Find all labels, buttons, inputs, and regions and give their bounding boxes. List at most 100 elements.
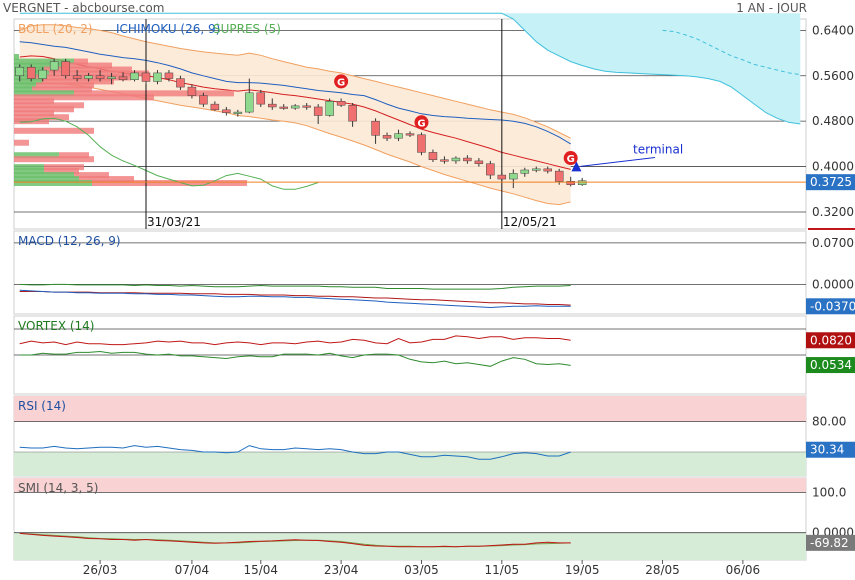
candle-body	[313, 106, 323, 116]
x-tick-label: 11/05	[485, 563, 520, 577]
macd-line	[19, 289, 571, 309]
rsi-last-value: 30.34	[810, 443, 844, 457]
candle-body	[153, 72, 162, 82]
volume-profile-bar-green	[14, 152, 59, 159]
rsi-line	[19, 445, 571, 460]
legend-entry: ICHIMOKU (26, 9)	[116, 22, 220, 36]
x-tick-label: 15/04	[243, 563, 278, 577]
rsi-overbought-zone	[14, 396, 806, 422]
volume-profile-bar-green	[14, 180, 92, 187]
signal-marker	[414, 115, 429, 130]
volume-profile-bar-green	[14, 90, 74, 97]
candle-body	[394, 133, 403, 139]
x-tick-label: 23/04	[324, 563, 359, 577]
volume-profile-bar-red	[36, 74, 131, 81]
ichimoku-cloud-edge	[19, 12, 801, 125]
rsi-last-value-box	[806, 441, 855, 458]
candle-body	[486, 163, 495, 176]
rsi-tick-label: 80.00	[812, 415, 846, 429]
candle-body	[268, 103, 277, 108]
volume-profile-bar-green	[14, 62, 62, 69]
price-axis-marker	[808, 228, 855, 230]
macd-last-value-box	[806, 298, 855, 315]
macd-tick-label: 0.0000	[812, 277, 854, 291]
supres-line	[19, 117, 319, 190]
signal-marker	[563, 151, 578, 166]
panel-frame-1	[13, 230, 807, 315]
candle-body	[290, 105, 300, 109]
volume-profile-bar-green	[14, 176, 79, 183]
candle-body	[325, 101, 334, 116]
ichimoku-cloud	[19, 13, 801, 124]
candle-body	[222, 109, 231, 113]
ichimoku-cloud-dashed	[662, 29, 801, 76]
candle-body	[176, 78, 185, 88]
event-date-label: 31/03/21	[147, 215, 201, 229]
candle-body	[532, 168, 541, 171]
vortex-plus-line	[19, 335, 571, 346]
smi-last-value-box	[806, 534, 855, 551]
candle-body	[95, 75, 105, 79]
volume-profile-bar-green	[14, 164, 44, 171]
arrow-marker	[571, 161, 582, 172]
ichimoku-kijun-line	[19, 41, 571, 145]
smi-overbought-zone	[14, 478, 806, 493]
volume-profile-bar-red	[14, 156, 94, 163]
candle-body	[107, 76, 116, 79]
volume-profile-bar-red	[14, 102, 84, 109]
volume-profile-bar-red	[44, 66, 132, 73]
vortex-plus-last-value: 0.0820	[810, 333, 852, 347]
candle-body	[118, 76, 128, 80]
volume-profile-bar-red	[74, 90, 234, 97]
macd-signal-line	[19, 291, 571, 306]
volume-profile-bar-green	[14, 54, 19, 61]
volume-profile-bar-red	[92, 180, 247, 187]
x-tick-label: 03/05	[404, 563, 439, 577]
volume-profile-bar-red	[14, 139, 29, 146]
last-price-label: 0.3725	[810, 175, 852, 189]
price-tick-label: 0.5600	[812, 69, 854, 83]
candle-body	[279, 106, 288, 109]
candle-body	[371, 120, 380, 136]
arrow-label: terminal	[633, 143, 683, 157]
candle-body	[26, 66, 36, 79]
vortex-plus-last-value-box	[806, 332, 855, 349]
candle-body	[38, 69, 47, 79]
volume-profile-bar-red	[79, 176, 134, 183]
legend-entry: SUPRES (5)	[213, 22, 281, 36]
candle-body	[15, 66, 24, 77]
volume-profile-bar-red	[14, 127, 94, 134]
volume-profile-bar-green	[14, 78, 42, 85]
smi-title: SMI (14, 3, 5)	[18, 481, 98, 495]
chart-title: VERGNET - abcbourse.com	[3, 1, 165, 15]
candle-body	[566, 181, 575, 185]
candle-body	[348, 105, 357, 122]
legend-entry: BOLL (20, 2)	[18, 22, 93, 36]
volume-profile-bar-red	[44, 168, 79, 175]
signal-marker-label: G	[417, 118, 425, 129]
vortex-minus-last-value-box	[806, 357, 855, 374]
x-tick-label: 06/06	[726, 563, 761, 577]
volume-profile-bar-green	[14, 82, 36, 89]
volume-profile-bar-red	[49, 70, 149, 77]
candle-body	[210, 103, 220, 111]
candle-body	[187, 86, 197, 96]
volume-profile-bar-red	[14, 110, 54, 117]
signal-marker-label: G	[337, 77, 345, 88]
candle-body	[61, 61, 70, 77]
macd-histogram-line	[19, 283, 571, 290]
x-tick-label: 07/04	[175, 563, 210, 577]
price-tick-label: 0.4000	[812, 160, 854, 174]
period-label[interactable]: 1 AN - JOUR	[736, 1, 807, 15]
volume-profile-bar-green	[14, 74, 36, 81]
candle-body	[577, 180, 587, 185]
volume-profile-bar-red	[62, 62, 112, 69]
volume-profile-bar-red	[74, 172, 109, 179]
candle-body	[417, 134, 426, 153]
vortex-title: VORTEX (14)	[18, 319, 95, 333]
x-tick-label: 28/05	[645, 563, 680, 577]
candle-body	[497, 174, 507, 180]
candle-body	[84, 75, 93, 79]
candle-body	[382, 135, 392, 139]
